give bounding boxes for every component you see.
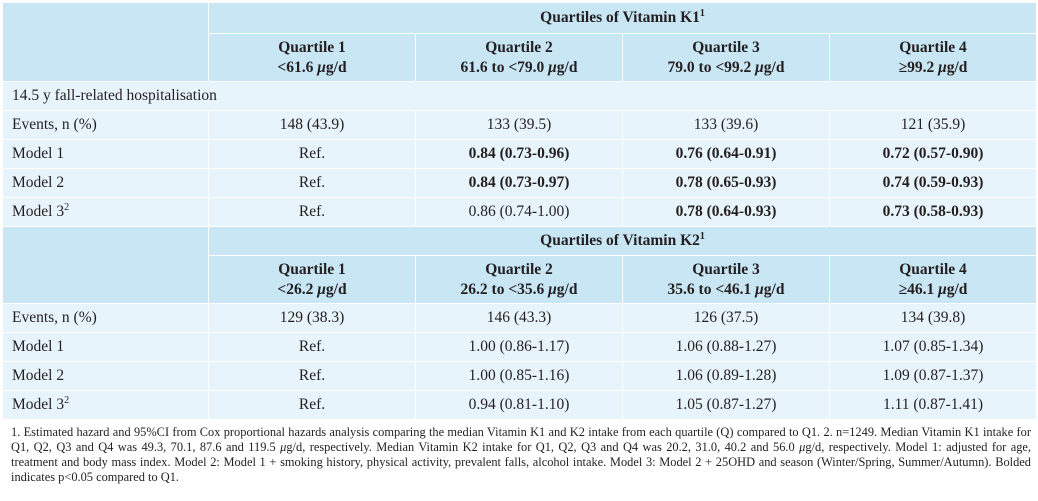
table-cell: 0.74 (0.59-0.93) (828, 168, 1038, 198)
table-cell: 133 (39.6) (622, 110, 830, 140)
table-cell: Ref. (208, 390, 416, 420)
table-cell: 0.72 (0.57-0.90) (828, 139, 1038, 169)
table-cell: 126 (37.5) (622, 303, 830, 333)
k1-quartile-range: 61.6 to <79.0 μg/d (460, 58, 578, 76)
table-row: Model 32 Ref. 0.86 (0.74-1.00) 0.78 (0.6… (2, 197, 1038, 227)
k1-quartile-label: Quartile 2 (485, 38, 553, 56)
section-label-row: 14.5 y fall-related hospitalisation (1, 81, 1038, 111)
k1-quartile-range: 79.0 to <99.2 μg/d (667, 58, 785, 76)
table-cell: 0.94 (0.81-1.10) (415, 390, 623, 420)
table-cell: 0.73 (0.58-0.93) (828, 197, 1038, 227)
k2-quartile-label: Quartile 2 (485, 260, 553, 278)
k2-quartile-label: Quartile 3 (692, 260, 760, 278)
row-label: Model 1 (2, 332, 209, 362)
k1-group-title-cell: Quartiles of Vitamin K11 (207, 2, 1038, 34)
k1-corner-cell (2, 2, 209, 82)
table-row: Model 32 Ref. 0.94 (0.81-1.10) 1.05 (0.8… (2, 390, 1038, 420)
table-row: Model 2 Ref. 1.00 (0.85-1.16) 1.06 (0.89… (2, 361, 1038, 391)
k1-quartile-1-header: Quartile 1 <61.6 μg/d (208, 33, 416, 82)
table-cell: Ref. (208, 361, 416, 391)
k1-quartile-label: Quartile 3 (692, 38, 760, 56)
results-table-container: Quartiles of Vitamin K11 Quartile 1 <61.6… (1, 2, 1038, 485)
k2-quartile-range: ≥46.1 μg/d (898, 280, 968, 298)
k2-group-title: Quartiles of Vitamin K2 (540, 232, 700, 249)
table-footnote: 1. Estimated hazard and 95%CI from Cox p… (11, 425, 1031, 484)
k2-corner-cell (2, 226, 209, 304)
k2-group-title-cell: Quartiles of Vitamin K21 (207, 226, 1038, 256)
table-cell: 133 (39.5) (415, 110, 623, 140)
k2-quartile-range: 26.2 to <35.6 μg/d (460, 280, 578, 298)
table-cell: 134 (39.8) (828, 303, 1038, 333)
k1-group-title-sup: 1 (699, 8, 705, 19)
k1-quartile-range: ≥99.2 μg/d (898, 58, 968, 76)
table-cell: 148 (43.9) (208, 110, 416, 140)
table-cell: Ref. (208, 197, 416, 227)
table-cell: 0.78 (0.65-0.93) (622, 168, 830, 198)
table-cell: 1.00 (0.86-1.17) (415, 332, 623, 362)
k1-quartile-4-header: Quartile 4 ≥99.2 μg/d (828, 33, 1038, 82)
table-cell: 146 (43.3) (415, 303, 623, 333)
k1-quartile-header-row: Quartile 1 <61.6 μg/d Quartile 2 61.6 to <… (3, 33, 1038, 82)
k1-quartile-label: Quartile 4 (899, 38, 967, 56)
k1-quartile-label: Quartile 1 (278, 38, 346, 56)
table-cell: 121 (35.9) (828, 110, 1038, 140)
table-row: Model 1 Ref. 1.00 (0.86-1.17) 1.06 (0.88… (2, 332, 1038, 362)
table-row: Events, n (%) 129 (38.3) 146 (43.3) 126 … (2, 303, 1038, 333)
table-cell: Ref. (208, 168, 416, 198)
k2-quartile-4-header: Quartile 4 ≥46.1 μg/d (828, 255, 1038, 304)
row-label: Events, n (%) (2, 110, 209, 140)
table-cell: 1.09 (0.87-1.37) (828, 361, 1038, 391)
k1-quartile-3-header: Quartile 3 79.0 to <99.2 μg/d (622, 33, 830, 82)
row-label: Model 2 (2, 361, 209, 391)
table-cell: 0.84 (0.73-0.96) (415, 139, 623, 169)
table-cell: 0.84 (0.73-0.97) (415, 168, 623, 198)
k1-quartile-2-header: Quartile 2 61.6 to <79.0 μg/d (415, 33, 623, 82)
table-cell: 1.06 (0.89-1.28) (622, 361, 830, 391)
table-cell: 129 (38.3) (208, 303, 416, 333)
k1-quartile-range: <61.6 μg/d (277, 58, 347, 76)
table-cell: 1.11 (0.87-1.41) (828, 390, 1038, 420)
row-label: Model 32 (2, 390, 209, 420)
section-label: 14.5 y fall-related hospitalisation (1, 81, 1038, 111)
k2-quartile-1-header: Quartile 1 <26.2 μg/d (208, 255, 416, 304)
table-cell: 0.86 (0.74-1.00) (415, 197, 623, 227)
k2-quartile-3-header: Quartile 3 35.6 to <46.1 μg/d (622, 255, 830, 304)
table-cell: 1.06 (0.88-1.27) (622, 332, 830, 362)
row-label: Model 2 (2, 168, 209, 198)
k1-group-header-row: Quartiles of Vitamin K11 (2, 2, 1038, 82)
k2-quartile-range: 35.6 to <46.1 μg/d (667, 280, 785, 298)
table-cell: 0.78 (0.64-0.93) (622, 197, 830, 227)
k2-group-header-row: Quartiles of Vitamin K21 (2, 226, 1038, 304)
row-label: Model 32 (2, 197, 209, 227)
table-cell: Ref. (208, 139, 416, 169)
hazard-ratio-table: Quartiles of Vitamin K11 Quartile 1 <61.6… (1, 2, 1038, 420)
k1-group-title: Quartiles of Vitamin K1 (540, 9, 700, 26)
k2-quartile-2-header: Quartile 2 26.2 to <35.6 μg/d (415, 255, 623, 304)
row-label: Model 1 (2, 139, 209, 169)
table-cell: 1.07 (0.85-1.34) (828, 332, 1038, 362)
table-cell: 0.76 (0.64-0.91) (622, 139, 830, 169)
table-cell: 1.05 (0.87-1.27) (622, 390, 830, 420)
k2-quartile-header-row: Quartile 1 <26.2 μg/d Quartile 2 26.2 to <… (3, 255, 1038, 304)
table-row: Events, n (%) 148 (43.9) 133 (39.5) 133 … (2, 110, 1038, 140)
k2-quartile-label: Quartile 1 (278, 260, 346, 278)
table-row: Model 1 Ref. 0.84 (0.73-0.96) 0.76 (0.64… (2, 139, 1038, 169)
k2-quartile-range: <26.2 μg/d (277, 280, 347, 298)
k2-quartile-label: Quartile 4 (899, 260, 967, 278)
table-row: Model 2 Ref. 0.84 (0.73-0.97) 0.78 (0.65… (2, 168, 1038, 198)
row-label: Events, n (%) (2, 303, 209, 333)
table-cell: Ref. (208, 332, 416, 362)
table-cell: 1.00 (0.85-1.16) (415, 361, 623, 391)
k2-group-title-sup: 1 (699, 231, 705, 242)
